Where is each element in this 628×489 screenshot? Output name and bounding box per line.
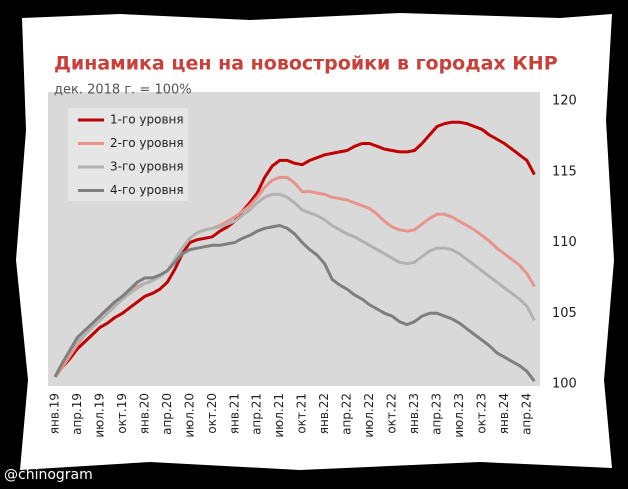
x-tick-label: янв.22 xyxy=(317,393,331,434)
x-tick-label: янв.20 xyxy=(137,393,151,434)
series-line xyxy=(53,224,536,383)
x-tick-label: июл.20 xyxy=(182,393,196,438)
y-tick-label: 105 xyxy=(552,306,577,321)
x-tick-label: янв.23 xyxy=(407,393,421,434)
x-tick-label: апр.21 xyxy=(250,393,264,435)
y-tick-label: 110 xyxy=(552,235,577,250)
series-line xyxy=(53,192,536,378)
y-tick-label: 100 xyxy=(552,377,577,392)
y-tick-label: 120 xyxy=(552,94,577,109)
x-tick-label: окт.22 xyxy=(385,393,399,434)
series-line xyxy=(53,120,536,378)
x-tick-label: янв.19 xyxy=(48,393,62,434)
x-tick-label: окт.23 xyxy=(474,393,488,434)
credit: @chinogram xyxy=(4,467,93,483)
x-tick-label: июл.21 xyxy=(272,393,286,438)
legend-label: 4-го уровня xyxy=(110,183,184,197)
y-tick-label: 115 xyxy=(552,164,577,179)
x-tick-label: апр.22 xyxy=(340,393,354,435)
legend-label: 1-го уровня xyxy=(110,113,184,127)
x-tick-label: янв.24 xyxy=(497,393,511,434)
legend-box xyxy=(68,108,188,201)
x-tick-label: апр.19 xyxy=(70,393,84,435)
x-tick-label: окт.20 xyxy=(205,393,219,434)
x-tick-label: июл.19 xyxy=(92,393,106,438)
legend-label: 3-го уровня xyxy=(110,160,184,174)
chart-subtitle: дек. 2018 г. = 100% xyxy=(54,83,192,98)
x-tick-label: апр.23 xyxy=(429,393,443,435)
x-tick-label: окт.19 xyxy=(115,393,129,434)
legend-label: 2-го уровня xyxy=(110,136,184,150)
x-tick-label: окт.21 xyxy=(295,393,309,434)
x-tick-label: июл.23 xyxy=(452,393,466,438)
x-tick-label: янв.21 xyxy=(227,393,241,434)
x-tick-label: апр.24 xyxy=(519,393,533,435)
x-tick-label: апр.20 xyxy=(160,393,174,435)
x-tick-label: июл.22 xyxy=(362,393,376,438)
chart-title: Динамика цен на новостройки в городах КН… xyxy=(54,53,558,75)
